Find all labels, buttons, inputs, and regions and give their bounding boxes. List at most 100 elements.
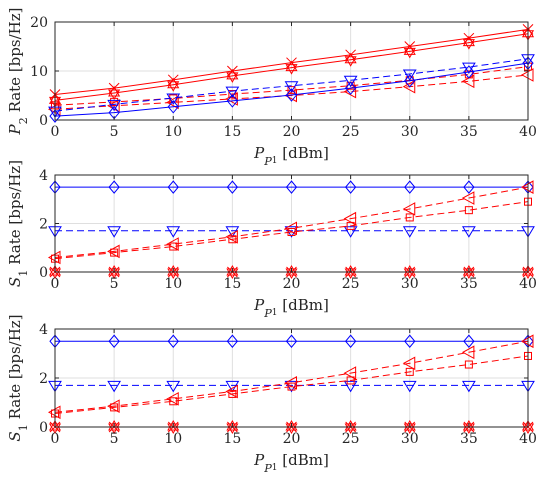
x-tick-label: 0 (51, 124, 60, 140)
series-6-marker (108, 419, 121, 431)
series-6-marker (285, 420, 298, 431)
series-6-marker (226, 94, 239, 108)
subplot-2: 0 5 10 15 20 25 30 35 40 0 2 4 PP1 [dBm] S1 Rate [bps… (6, 160, 537, 320)
y-tick-label: 2 (39, 371, 48, 387)
series-2-marker (462, 39, 475, 50)
x-tick-label: 35 (460, 431, 478, 447)
series-4-marker (464, 206, 473, 215)
series-6-marker (167, 99, 179, 114)
x-tick-label: 20 (283, 124, 301, 140)
series-1-marker (285, 334, 298, 349)
series-1-marker (226, 180, 239, 194)
series-2-marker (343, 380, 358, 393)
x-tick-label: 5 (110, 276, 119, 292)
series-2-marker (167, 77, 180, 89)
series-4-marker (405, 213, 414, 222)
y-tick-label: 10 (30, 64, 48, 80)
series-5-marker (461, 62, 476, 75)
series-1-marker (227, 65, 238, 77)
series-6-marker (344, 81, 357, 95)
series-2-marker (461, 380, 476, 393)
series-1-marker (167, 74, 179, 86)
series-line-6 (54, 62, 529, 117)
series-6-marker (462, 264, 475, 276)
series-line-2 (54, 33, 529, 101)
series-3-marker (225, 229, 238, 244)
series-4-marker (346, 376, 355, 385)
series-3-marker (284, 221, 297, 236)
series-1-marker (344, 334, 357, 349)
series-2-marker (166, 380, 181, 393)
x-tick-label: 35 (460, 124, 478, 140)
subplot-3: 0 5 10 15 20 25 30 35 40 0 2 4 PP1 [dBm] S1 Rate [bps… (6, 314, 537, 474)
y-tick-label: 4 (39, 168, 48, 184)
series-line-3 (54, 66, 529, 106)
series-2-marker (167, 81, 180, 92)
series-6-marker (344, 419, 357, 431)
x-tick-label: 40 (519, 276, 537, 292)
x-tick-label: 25 (342, 431, 360, 447)
series-2-marker (226, 68, 239, 80)
series-2-marker (343, 226, 358, 238)
series-2-marker (402, 380, 417, 393)
series-5-marker (343, 75, 358, 88)
series-3-marker (402, 202, 416, 216)
series-1-marker (404, 334, 416, 349)
x-tick-label: 10 (164, 276, 182, 292)
series-6-marker (49, 109, 61, 123)
series-6-marker (285, 265, 298, 276)
series-3-marker (461, 191, 475, 205)
series-4-marker (287, 382, 296, 391)
series-5-marker (284, 81, 299, 93)
series-6-marker (404, 74, 416, 88)
series-2-marker (107, 380, 122, 393)
series-1-marker (463, 334, 475, 349)
series-6-marker (403, 265, 416, 276)
x-tick-label: 10 (164, 124, 182, 140)
series-3-marker (461, 345, 475, 360)
y-tick-label: 0 (39, 113, 48, 129)
x-tick-label: 30 (401, 276, 419, 292)
x-tick-label: 20 (283, 276, 301, 292)
series-2-marker (226, 72, 239, 83)
series-1-marker (345, 49, 356, 61)
series-3-marker (343, 366, 357, 380)
series-line-4 (54, 201, 529, 260)
series-4-marker (228, 235, 237, 244)
series-3-marker (107, 399, 120, 414)
x-tick-label: 40 (519, 124, 537, 140)
series-2-marker (166, 226, 181, 238)
series-line-3 (54, 340, 529, 413)
series-2-marker (403, 44, 416, 55)
series-line-4 (54, 355, 529, 415)
series-4-marker (405, 367, 414, 376)
series-2-marker (285, 64, 298, 75)
series-3-marker (284, 376, 297, 390)
series-1-marker (167, 180, 179, 194)
series-4-marker (110, 403, 119, 412)
x-tick-label: 0 (51, 276, 60, 292)
series-1-marker (108, 82, 120, 94)
series-4-marker (110, 248, 119, 257)
x-tick-label: 35 (460, 276, 478, 292)
series-6-marker (48, 265, 62, 276)
series-1-marker (108, 334, 120, 349)
series-6-marker (344, 264, 357, 276)
series-3-marker (343, 211, 357, 226)
series-5-marker (402, 69, 417, 81)
series-4-marker (166, 95, 179, 110)
series-2-marker (462, 35, 475, 47)
series-6-marker (48, 420, 62, 431)
x-tick-label: 25 (342, 276, 360, 292)
x-tick-label: 5 (110, 431, 119, 447)
x-tick-label: 30 (401, 431, 419, 447)
x-tick-label: 15 (223, 431, 241, 447)
series-4-marker (228, 389, 237, 398)
series-4-marker (287, 227, 296, 236)
series-2-marker (285, 60, 298, 72)
series-2-marker (108, 89, 121, 101)
x-tick-label: 15 (223, 124, 241, 140)
series-1-marker (285, 180, 298, 194)
series-line-5 (54, 58, 529, 112)
